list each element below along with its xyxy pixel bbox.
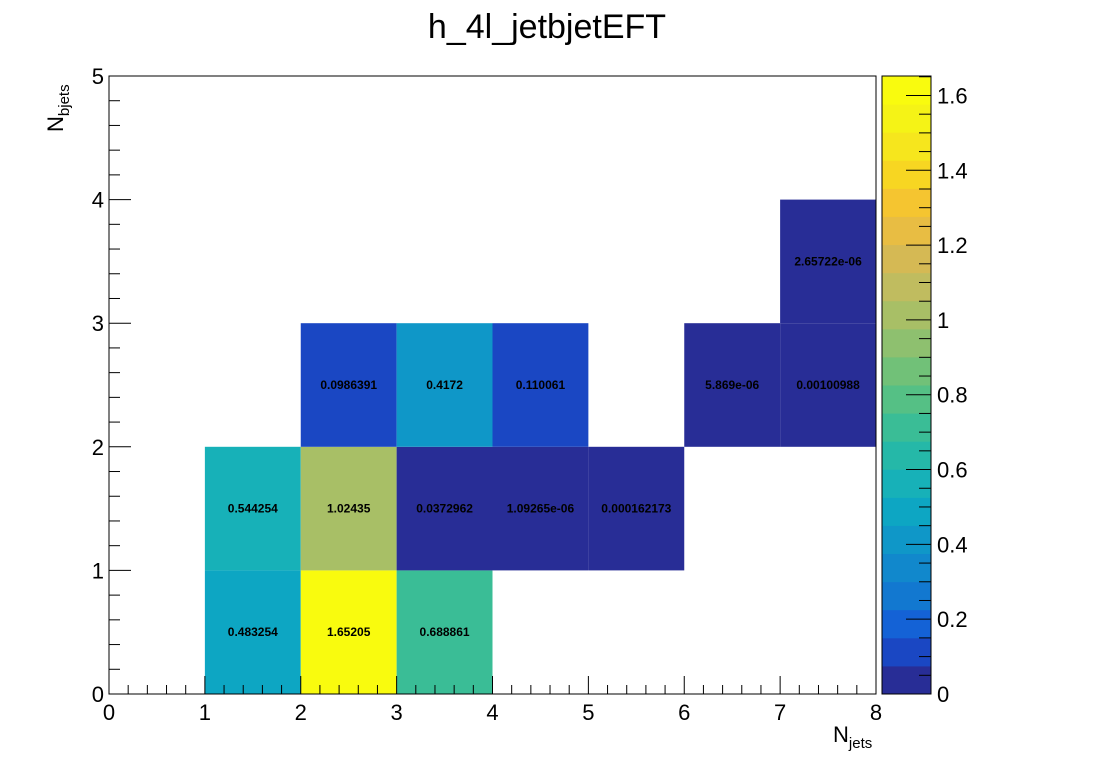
y-axis-title-main: N <box>43 116 68 132</box>
heatmap-cell <box>780 199 876 324</box>
colorbar: 0 0.2 0.4 0.6 0.8 1 1.2 1.4 1.6 <box>881 75 968 707</box>
heatmap-cell <box>396 570 493 694</box>
cell-value-label: 0.0372962 <box>416 502 473 516</box>
colorbar-segment <box>882 413 931 442</box>
colorbar-segment <box>882 188 931 217</box>
heatmap-cell <box>492 446 589 571</box>
y-tick-label: 1 <box>92 558 104 583</box>
y-tick-label: 3 <box>92 311 104 336</box>
heatmap-cell <box>204 446 301 571</box>
heatmap-cell <box>684 323 781 447</box>
heatmap-cell <box>588 446 685 571</box>
colorbar-tick-label: 0.2 <box>937 607 968 632</box>
heatmap-cell <box>396 323 493 447</box>
heatmap-cell <box>492 323 589 447</box>
heatmap-cell <box>204 570 301 694</box>
x-tick-label: 3 <box>391 700 403 725</box>
colorbar-tick-label: 1.6 <box>937 83 968 108</box>
x-tick-label: 0 <box>103 700 115 725</box>
colorbar-segment <box>882 497 931 526</box>
x-tick-label: 2 <box>295 700 307 725</box>
colorbar-segment <box>882 104 931 133</box>
y-tick-label: 0 <box>92 682 104 707</box>
x-axis: 0 1 2 3 4 5 6 7 8 <box>103 676 882 725</box>
y-tick-label: 4 <box>92 188 104 213</box>
colorbar-segment <box>882 76 931 105</box>
cell-value-label: 2.65722e-06 <box>794 254 862 268</box>
cell-value-label: 0.110061 <box>516 378 566 392</box>
colorbar-segment <box>882 525 931 555</box>
x-axis-title-sub: jets <box>848 735 872 752</box>
x-axis-title-main: N <box>833 722 849 747</box>
colorbar-segment <box>882 132 931 161</box>
cell-value-label: 0.00100988 <box>796 378 860 392</box>
y-axis-title: Nbjets <box>43 84 73 132</box>
colorbar-segment <box>882 216 931 246</box>
cell-value-label: 1.02435 <box>327 502 371 516</box>
x-tick-label: 4 <box>486 700 498 725</box>
cell-value-label: 0.0986391 <box>320 378 377 392</box>
heatmap-cell <box>780 323 876 447</box>
heatmap-cells <box>204 199 876 694</box>
heatmap-cell <box>300 446 397 571</box>
x-tick-label: 7 <box>774 700 786 725</box>
cell-value-label: 0.483254 <box>228 625 278 639</box>
y-axis-title-sub: bjets <box>56 84 73 116</box>
colorbar-segment <box>882 300 931 330</box>
colorbar-tick-label: 0 <box>937 682 949 707</box>
cell-value-label: 5.869e-06 <box>705 378 759 392</box>
chart-title: h_4l_jetbjetEFT <box>428 8 666 46</box>
colorbar-tick-label: 1 <box>937 308 949 333</box>
cell-value-label: 0.000162173 <box>601 502 671 516</box>
y-tick-label: 5 <box>92 64 104 89</box>
x-tick-label: 1 <box>199 700 211 725</box>
colorbar-segment <box>882 553 931 583</box>
cell-value-label: 1.09265e-06 <box>507 502 575 516</box>
y-tick-label: 2 <box>92 435 104 460</box>
x-tick-label: 8 <box>870 700 882 725</box>
colorbar-segment <box>882 385 931 414</box>
colorbar-segment <box>882 272 931 302</box>
colorbar-segment <box>882 441 931 470</box>
colorbar-tick-label: 0.4 <box>937 532 968 557</box>
colorbar-tick-label: 1.2 <box>937 233 968 258</box>
colorbar-tick-label: 0.6 <box>937 458 968 483</box>
y-axis: 0 1 2 3 4 5 <box>92 64 131 707</box>
colorbar-segment <box>882 609 931 639</box>
cell-value-label: 1.65205 <box>327 625 371 639</box>
colorbar-segment <box>882 356 931 386</box>
heatmap-cell <box>300 570 397 694</box>
colorbar-segment <box>882 160 931 189</box>
colorbar-tick-label: 1.4 <box>937 158 968 183</box>
cell-value-label: 0.4172 <box>426 378 463 392</box>
colorbar-tick-label: 0.8 <box>937 383 968 408</box>
x-axis-title: Njets <box>833 722 872 752</box>
colorbar-segment <box>882 581 931 611</box>
heatmap-cell <box>300 323 397 447</box>
heatmap-cell <box>396 446 493 571</box>
x-tick-label: 6 <box>678 700 690 725</box>
x-tick-label: 5 <box>582 700 594 725</box>
cell-value-label: 0.688861 <box>420 625 470 639</box>
heatmap-cell-labels: 0.483254 1.65205 0.688861 0.544254 1.02435 0.… <box>228 254 862 639</box>
colorbar-segment <box>882 244 931 274</box>
colorbar-segment <box>882 637 931 667</box>
cell-value-label: 0.544254 <box>228 502 278 516</box>
colorbar-segment <box>882 665 931 695</box>
colorbar-segment <box>882 469 931 498</box>
colorbar-segment <box>882 328 931 358</box>
